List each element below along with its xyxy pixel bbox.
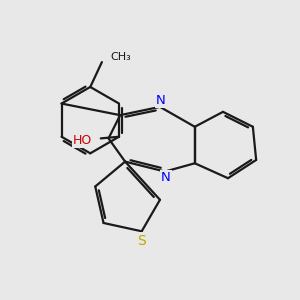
Text: S: S <box>137 234 146 248</box>
Text: N: N <box>161 171 170 184</box>
Text: N: N <box>156 94 166 107</box>
Text: CH₃: CH₃ <box>110 52 131 62</box>
Text: HO: HO <box>73 134 92 146</box>
